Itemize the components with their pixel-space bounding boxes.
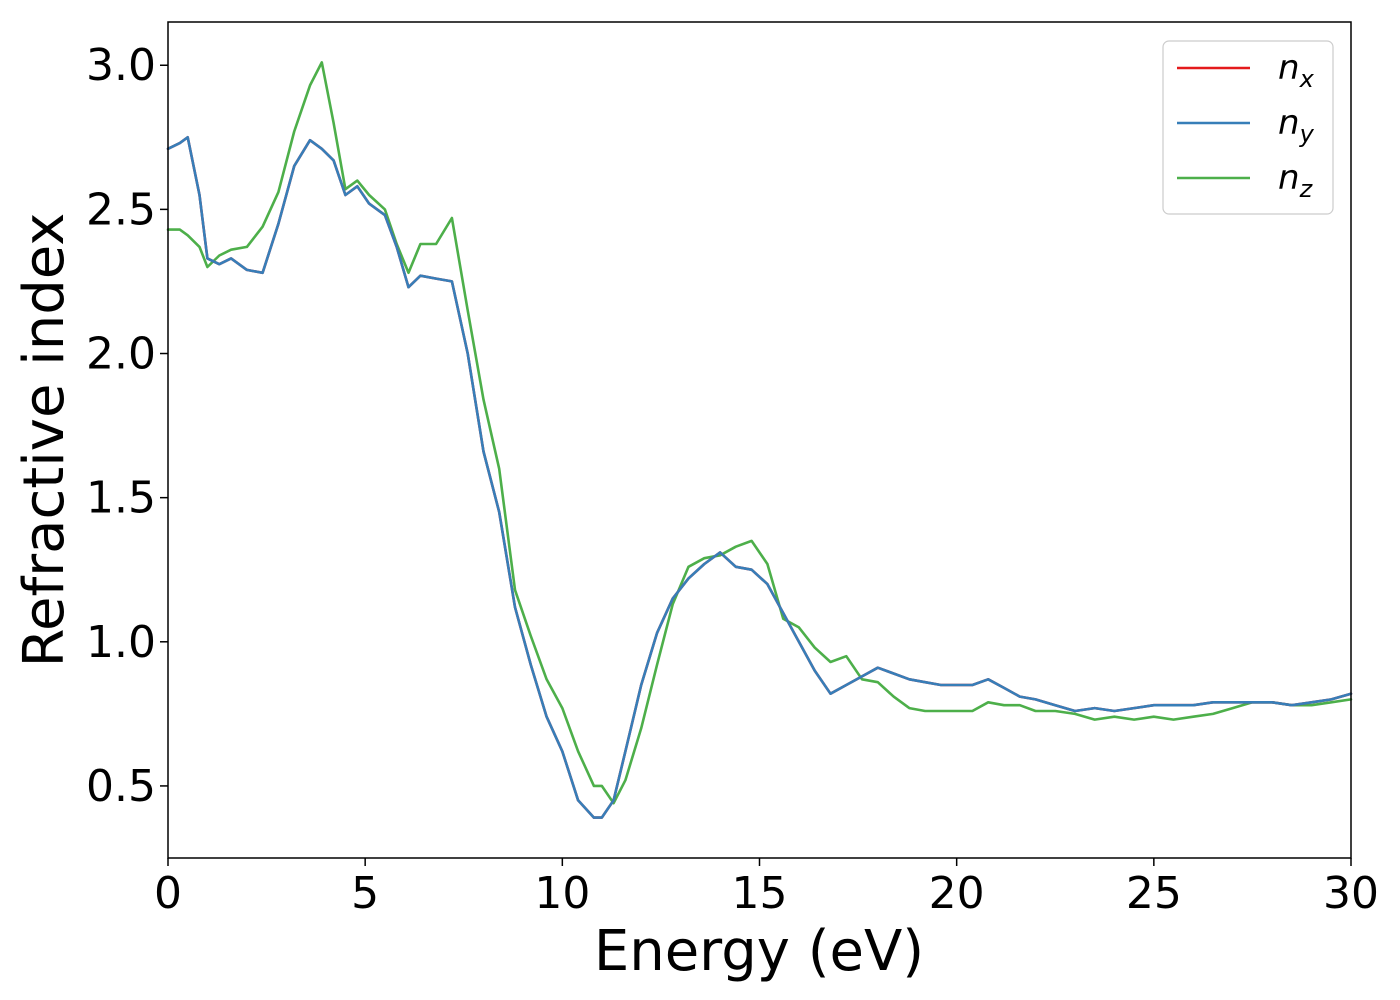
legend-label-ny: ny (1278, 103, 1315, 148)
legend-label-nz: nz (1278, 158, 1314, 203)
y-axis-label: Refractive index (12, 213, 77, 668)
x-tick-label: 20 (929, 868, 985, 919)
y-axis: 0.5 1.0 1.5 2.0 2.5 3.0 (86, 40, 168, 812)
series-line-ny (166, 136, 1353, 819)
legend-box (1162, 40, 1334, 215)
plot-background (168, 22, 1351, 858)
x-axis: 0 5 10 15 20 25 30 (154, 858, 1379, 919)
y-tick-label: 1.0 (86, 617, 156, 668)
series-line-nz (166, 61, 1353, 805)
series-lines (166, 61, 1353, 819)
x-tick-label: 0 (154, 868, 182, 919)
y-tick-label: 2.5 (86, 184, 156, 235)
x-tick-label: 25 (1126, 868, 1182, 919)
x-tick-label: 10 (534, 868, 590, 919)
y-tick-label: 3.0 (86, 40, 156, 91)
y-tick-label: 1.5 (86, 473, 156, 524)
x-axis-label: Energy (eV) (594, 919, 924, 984)
y-tick-label: 2.0 (86, 329, 156, 380)
x-tick-label: 30 (1323, 868, 1379, 919)
legend: nx ny nz (1162, 40, 1334, 215)
legend-label-nx: nx (1278, 48, 1315, 93)
x-tick-label: 5 (351, 868, 379, 919)
y-tick-label: 0.5 (86, 761, 156, 812)
x-tick-label: 15 (732, 868, 788, 919)
